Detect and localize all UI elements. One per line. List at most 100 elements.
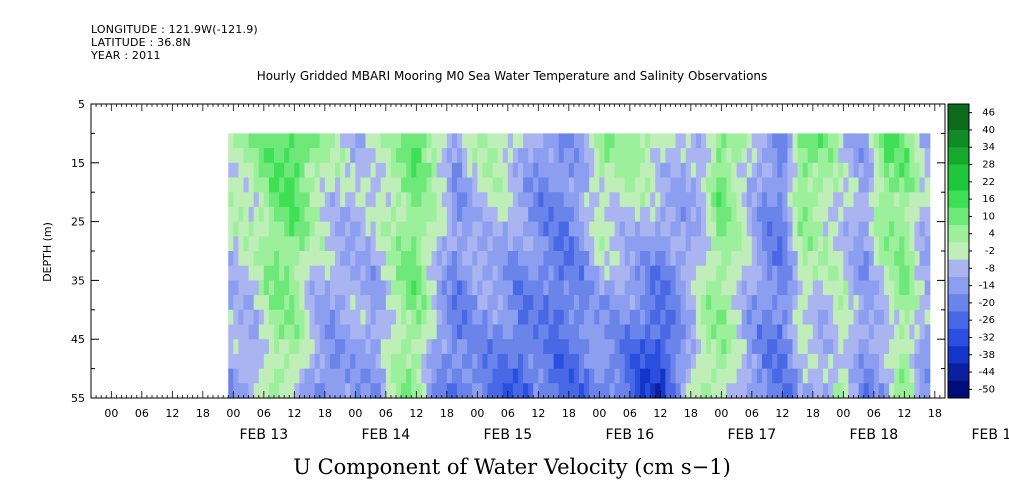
heatmap-cell	[614, 324, 621, 340]
heatmap-cell	[767, 309, 773, 326]
heatmap-cell	[772, 339, 778, 355]
heatmap-cell	[462, 309, 468, 326]
heatmap-cell	[594, 324, 600, 340]
heatmap-cell	[360, 353, 367, 370]
heatmap-cell	[253, 368, 260, 384]
heatmap-cell	[807, 280, 814, 296]
heatmap-cell	[502, 206, 509, 223]
heatmap-cell	[711, 148, 717, 164]
heatmap-cell	[690, 324, 697, 340]
heatmap-cell	[462, 265, 468, 281]
heatmap-cell	[685, 206, 692, 223]
heatmap-cell	[553, 162, 560, 179]
heatmap-cell	[868, 148, 875, 164]
heatmap-cell	[253, 353, 260, 370]
heatmap-cell	[645, 339, 651, 355]
heatmap-cell	[436, 236, 443, 252]
heatmap-cell	[492, 236, 499, 252]
heatmap-cell	[324, 221, 331, 237]
heatmap-cell	[248, 236, 255, 252]
heatmap-cell	[507, 192, 514, 208]
heatmap-cell	[640, 309, 646, 326]
heatmap-cell	[568, 353, 575, 370]
heatmap-cell	[843, 309, 850, 326]
heatmap-cell	[655, 148, 661, 164]
heatmap-cell	[609, 221, 616, 237]
heatmap-cell	[894, 221, 900, 237]
heatmap-cell	[589, 192, 595, 208]
heatmap-cell	[609, 324, 616, 340]
heatmap-cell	[756, 148, 763, 164]
heatmap-cell	[685, 236, 692, 252]
heatmap-cell	[528, 339, 534, 355]
heatmap-cell	[533, 353, 539, 370]
heatmap-cell	[751, 206, 758, 223]
heatmap-cell	[238, 251, 245, 267]
heatmap-cell	[858, 353, 865, 370]
heatmap-cell	[446, 265, 453, 281]
heatmap-cell	[787, 192, 794, 208]
heatmap-cell	[253, 133, 260, 149]
heatmap-cell	[512, 309, 519, 326]
heatmap-cell	[411, 324, 417, 340]
heatmap-cell	[324, 177, 331, 193]
heatmap-cell	[655, 177, 661, 193]
heatmap-cell	[604, 162, 611, 179]
heatmap-cell	[579, 295, 585, 311]
heatmap-cell	[518, 236, 524, 252]
heatmap-cell	[563, 221, 570, 237]
heatmap-cell	[634, 148, 641, 164]
heatmap-cell	[594, 309, 600, 326]
heatmap-cell	[396, 192, 402, 208]
heatmap-cell	[553, 177, 560, 193]
heatmap-cell	[396, 221, 402, 237]
heatmap-cell	[670, 309, 677, 326]
heatmap-cell	[828, 192, 834, 208]
heatmap-cell	[573, 251, 580, 267]
heatmap-cell	[319, 148, 326, 164]
heatmap-cell	[396, 280, 402, 296]
colorbar-bin	[948, 268, 969, 278]
heatmap-cell	[767, 368, 773, 384]
heatmap-cell	[390, 206, 397, 223]
heatmap-cell	[812, 339, 819, 355]
heatmap-cell	[680, 295, 687, 311]
heatmap-cell	[777, 221, 783, 237]
heatmap-cell	[365, 133, 372, 149]
heatmap-cell	[512, 162, 519, 179]
heatmap-cell	[919, 192, 926, 208]
heatmap-cell	[721, 339, 728, 355]
heatmap-cell	[528, 383, 534, 399]
heatmap-cell	[340, 368, 346, 384]
heatmap-cell	[812, 177, 819, 193]
heatmap-cell	[721, 192, 728, 208]
heatmap-cell	[309, 133, 316, 149]
heatmap-cell	[238, 177, 245, 193]
heatmap-cell	[243, 221, 250, 237]
heatmap-cell	[558, 236, 565, 252]
heatmap-cell	[833, 162, 839, 179]
heatmap-cell	[472, 309, 478, 326]
heatmap-cell	[263, 265, 270, 281]
heatmap-cell	[248, 162, 255, 179]
heatmap-cell	[243, 309, 250, 326]
heatmap-cell	[436, 353, 443, 370]
heatmap-cell	[909, 368, 916, 384]
colorbar-bin	[948, 354, 969, 364]
heatmap-cell	[289, 368, 295, 384]
heatmap-cell	[609, 265, 616, 281]
heatmap-cell	[634, 162, 641, 179]
heatmap-cell	[675, 251, 682, 267]
heatmap-cell	[751, 280, 758, 296]
heatmap-cell	[589, 368, 595, 384]
heatmap-cell	[487, 339, 494, 355]
heatmap-cell	[675, 206, 682, 223]
heatmap-cell	[482, 383, 489, 399]
heatmap-cell	[284, 295, 290, 311]
heatmap-cell	[436, 162, 443, 179]
heatmap-cell	[462, 324, 468, 340]
heatmap-cell	[797, 162, 804, 179]
x-hour-label: 00	[348, 407, 362, 420]
heatmap-cell	[629, 148, 636, 164]
heatmap-cell	[767, 251, 773, 267]
